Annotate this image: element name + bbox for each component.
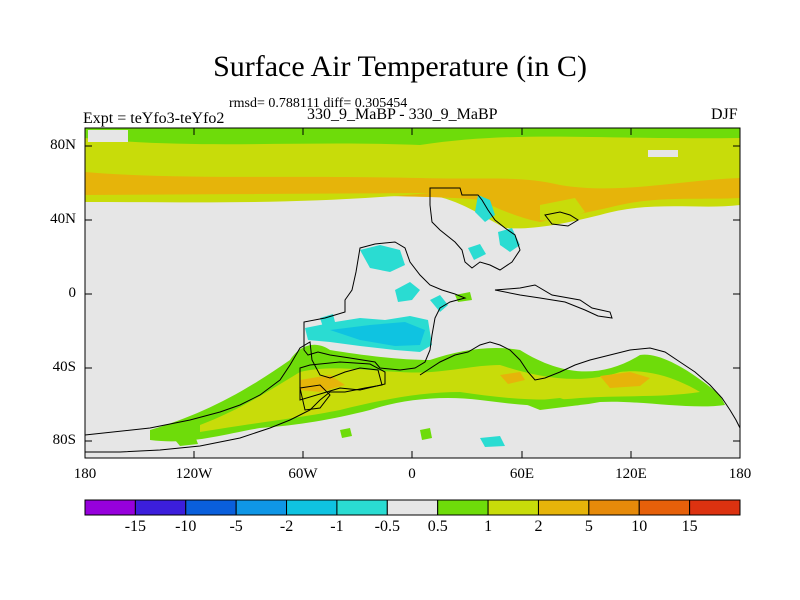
- season-label: DJF: [711, 106, 738, 123]
- colorbar-swatch: [386, 499, 439, 516]
- lon-label-120e: 120E: [615, 466, 647, 482]
- southern-orange-patch: [300, 375, 345, 392]
- colorbar: [84, 499, 741, 516]
- colorbar-swatch: [487, 499, 539, 516]
- colorbar-label: -5: [229, 518, 243, 535]
- colorbar-swatch: [84, 499, 136, 516]
- continent-outline: [84, 341, 383, 453]
- lon-label-0: 0: [408, 466, 416, 482]
- cold-anomaly-north: [360, 245, 405, 272]
- colorbar-label: 0.5: [427, 518, 448, 535]
- map-title: Surface Air Temperature (in C): [213, 50, 587, 83]
- lon-label-180e: 180: [728, 466, 752, 482]
- cold-anomaly-north: [395, 282, 420, 302]
- warm-patch: [520, 398, 580, 410]
- cold-anomaly-asia: [475, 195, 495, 222]
- colorbar-swatch: [437, 499, 489, 516]
- colorbar-swatch: [286, 499, 338, 516]
- northern-green-edge: [85, 193, 430, 203]
- lon-label-60w: 60W: [288, 466, 318, 482]
- cold-anomaly-south: [480, 436, 505, 447]
- colorbar-label: 1: [484, 518, 493, 535]
- continent-outline: [419, 341, 741, 429]
- colorbar-label: -0.5: [374, 518, 400, 535]
- continent-outline: [303, 241, 467, 371]
- warm-patch: [340, 428, 352, 438]
- colorbar-swatch: [689, 499, 741, 516]
- colorbar-swatch: [638, 499, 691, 516]
- colorbar-swatch: [235, 499, 288, 516]
- colorbar-swatch: [588, 499, 640, 516]
- runs-label: 330_9_MaBP - 330_9_MaBP: [307, 106, 498, 123]
- lon-label-180w: 180: [73, 466, 97, 482]
- cold-anomaly-africa-core: [330, 322, 425, 346]
- colorbar-label: -2: [279, 518, 294, 535]
- colorbar-swatch: [336, 499, 388, 516]
- warm-patch: [540, 198, 585, 222]
- colorbar-label: -15: [124, 518, 147, 535]
- cold-anomaly-asia: [498, 228, 520, 252]
- coastlines: [84, 187, 741, 453]
- map-field: [85, 128, 740, 458]
- colorbar-swatch: [185, 499, 237, 516]
- stats-label: rmsd= 0.788111 diff= 0.305454: [229, 96, 408, 111]
- lat-label-80n: 80N: [50, 137, 76, 153]
- colorbar-label: 10: [631, 518, 648, 535]
- continent-outline: [544, 211, 579, 227]
- experiment-label: Expt = teYfo3-teYfo2: [83, 110, 225, 127]
- lat-label-40n: 40N: [50, 211, 76, 227]
- lon-label-120w: 120W: [175, 466, 213, 482]
- warm-patch: [175, 436, 198, 446]
- continent-outline: [494, 284, 613, 319]
- tick-marks: [85, 128, 740, 458]
- neutral-patch: [88, 130, 128, 142]
- lon-label-60e: 60E: [509, 466, 535, 482]
- lat-label-40s: 40S: [52, 359, 76, 375]
- lat-label-80s: 80S: [52, 432, 76, 448]
- colorbar-label: 2: [534, 518, 543, 535]
- colorbar-label: 5: [584, 518, 593, 535]
- southern-orange-patch: [500, 372, 525, 384]
- southern-orange-patch: [600, 372, 650, 388]
- colorbar-label: -1: [330, 518, 344, 535]
- lat-label-eq: 0: [68, 285, 77, 301]
- neutral-patch: [648, 150, 678, 157]
- warm-patch: [420, 428, 432, 440]
- colorbar-swatch: [537, 499, 590, 516]
- colorbar-swatch: [134, 499, 187, 516]
- cold-anomaly-asia: [468, 244, 486, 260]
- colorbar-label: -10: [175, 518, 197, 535]
- cold-anomaly-north: [430, 295, 448, 312]
- continent-outline: [299, 384, 331, 411]
- continent-outline: [299, 361, 386, 401]
- colorbar-label: 15: [681, 518, 698, 535]
- continent-outline: [429, 187, 521, 271]
